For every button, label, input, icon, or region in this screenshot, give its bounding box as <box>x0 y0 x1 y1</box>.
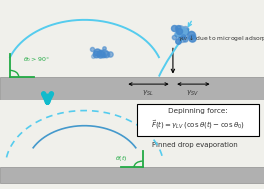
Bar <box>0 167 264 183</box>
Point <box>95 50 100 53</box>
Point <box>183 29 187 33</box>
Point <box>102 47 106 50</box>
Text: Depinning force:: Depinning force: <box>168 108 228 114</box>
Point <box>180 33 185 36</box>
Point <box>176 39 181 42</box>
Point <box>99 51 103 54</box>
Point <box>190 36 194 39</box>
Point <box>91 55 96 58</box>
Text: $\gamma_{SV}$: $\gamma_{SV}$ <box>186 88 199 98</box>
Point <box>183 28 187 31</box>
Point <box>100 55 105 58</box>
Point <box>98 52 102 55</box>
Point <box>183 38 187 41</box>
Bar <box>137 104 259 136</box>
Point <box>183 32 187 35</box>
Point <box>107 52 112 55</box>
Point <box>177 29 181 33</box>
Point <box>176 26 180 29</box>
Point <box>90 47 94 50</box>
Point <box>104 52 108 55</box>
Point <box>188 33 193 36</box>
Bar <box>0 77 264 100</box>
Point <box>177 31 181 34</box>
Point <box>93 53 98 56</box>
Point <box>102 51 106 54</box>
Point <box>172 27 176 30</box>
Point <box>102 53 106 56</box>
Text: $\theta(t)$: $\theta(t)$ <box>115 153 128 163</box>
Point <box>172 35 176 38</box>
Point <box>178 33 182 36</box>
Text: $\theta_0 >90°$: $\theta_0 >90°$ <box>23 55 50 64</box>
Text: $\vec{F}(t) = \gamma_{LV}\,(\cos\theta(t) - \cos\theta_0)$: $\vec{F}(t) = \gamma_{LV}\,(\cos\theta(t… <box>151 118 245 131</box>
Text: Pinned drop evaporation: Pinned drop evaporation <box>153 142 238 148</box>
Point <box>188 33 193 36</box>
Point <box>178 28 182 31</box>
Point <box>175 32 179 35</box>
Text: $\gamma_{SL}$: $\gamma_{SL}$ <box>142 88 154 98</box>
Point <box>181 29 185 32</box>
Text: $\gamma_{LV}$ ↓ due to microgel adsorption: $\gamma_{LV}$ ↓ due to microgel adsorpti… <box>178 33 264 43</box>
Point <box>97 51 102 54</box>
Point <box>181 35 185 38</box>
Point <box>97 53 101 56</box>
Point <box>180 37 185 40</box>
